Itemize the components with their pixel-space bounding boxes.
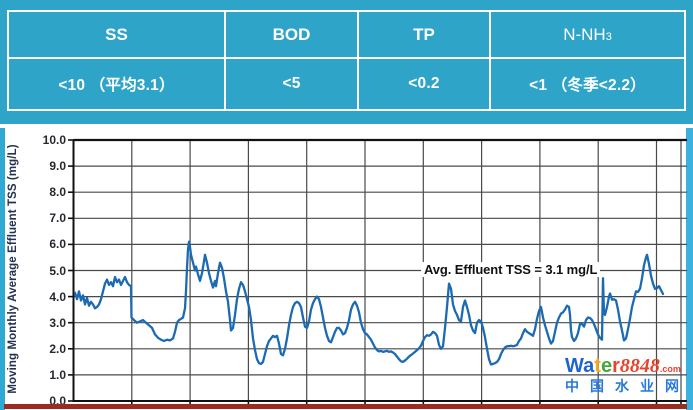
y-tick-label: 6.0	[49, 237, 66, 252]
y-tick-label: 3.0	[49, 315, 66, 330]
y-axis-title: Moving Monthly Average Effluent TSS (mg/…	[7, 144, 19, 394]
column-header-ss: SS	[9, 12, 226, 59]
bottom-red-rule	[4, 404, 687, 409]
value-nnh3: <1 （冬季<2.2）	[529, 77, 646, 94]
y-tick-label: 4.0	[49, 289, 66, 304]
watermark-number: 8848	[619, 355, 660, 377]
value-tp: <0.2	[359, 59, 491, 109]
y-tick-label: 10.0	[42, 133, 66, 147]
y-tick-label: 5.0	[49, 263, 66, 278]
watermark-letter: Wa	[565, 355, 595, 377]
effluent-parameter-table: SS BOD TP N-NH 3 <10 （平均3.1） <5 <0.2 <1 （…	[7, 10, 686, 111]
value-ss: <10 （平均3.1）	[9, 59, 226, 109]
nnh3-subscript: 3	[605, 30, 612, 43]
column-header-bod: BOD	[226, 12, 359, 59]
watermark-letter: r	[612, 355, 620, 377]
value-bod: <5	[226, 59, 359, 109]
watermark-letter: e	[600, 355, 613, 377]
y-tick-label: 2.0	[49, 341, 66, 356]
left-border-strip	[0, 128, 5, 410]
watermark-cn-text: 中国水业网	[565, 378, 690, 394]
y-tick-label: 1.0	[49, 367, 66, 382]
right-border-strip	[686, 128, 693, 410]
watermark-dotcom: .com	[659, 364, 681, 374]
column-header-nnh3: N-NH 3	[491, 12, 684, 59]
watermark-logo-text: Water8848.com	[565, 356, 690, 376]
parameter-table-band: SS BOD TP N-NH 3 <10 （平均3.1） <5 <0.2 <1 （…	[0, 0, 693, 124]
y-tick-label: 7.0	[49, 211, 66, 226]
average-tss-annotation: Avg. Effluent TSS = 3.1 mg/L	[421, 262, 601, 277]
water8848-watermark: Water8848.com 中国水业网	[565, 356, 690, 393]
nnh3-base: N-NH	[563, 24, 606, 44]
y-tick-label: 9.0	[49, 159, 66, 174]
tss-series-line	[73, 240, 665, 366]
column-header-tp: TP	[359, 12, 491, 59]
watermark-letter: t	[594, 355, 601, 377]
y-tick-label: 8.0	[49, 185, 66, 200]
